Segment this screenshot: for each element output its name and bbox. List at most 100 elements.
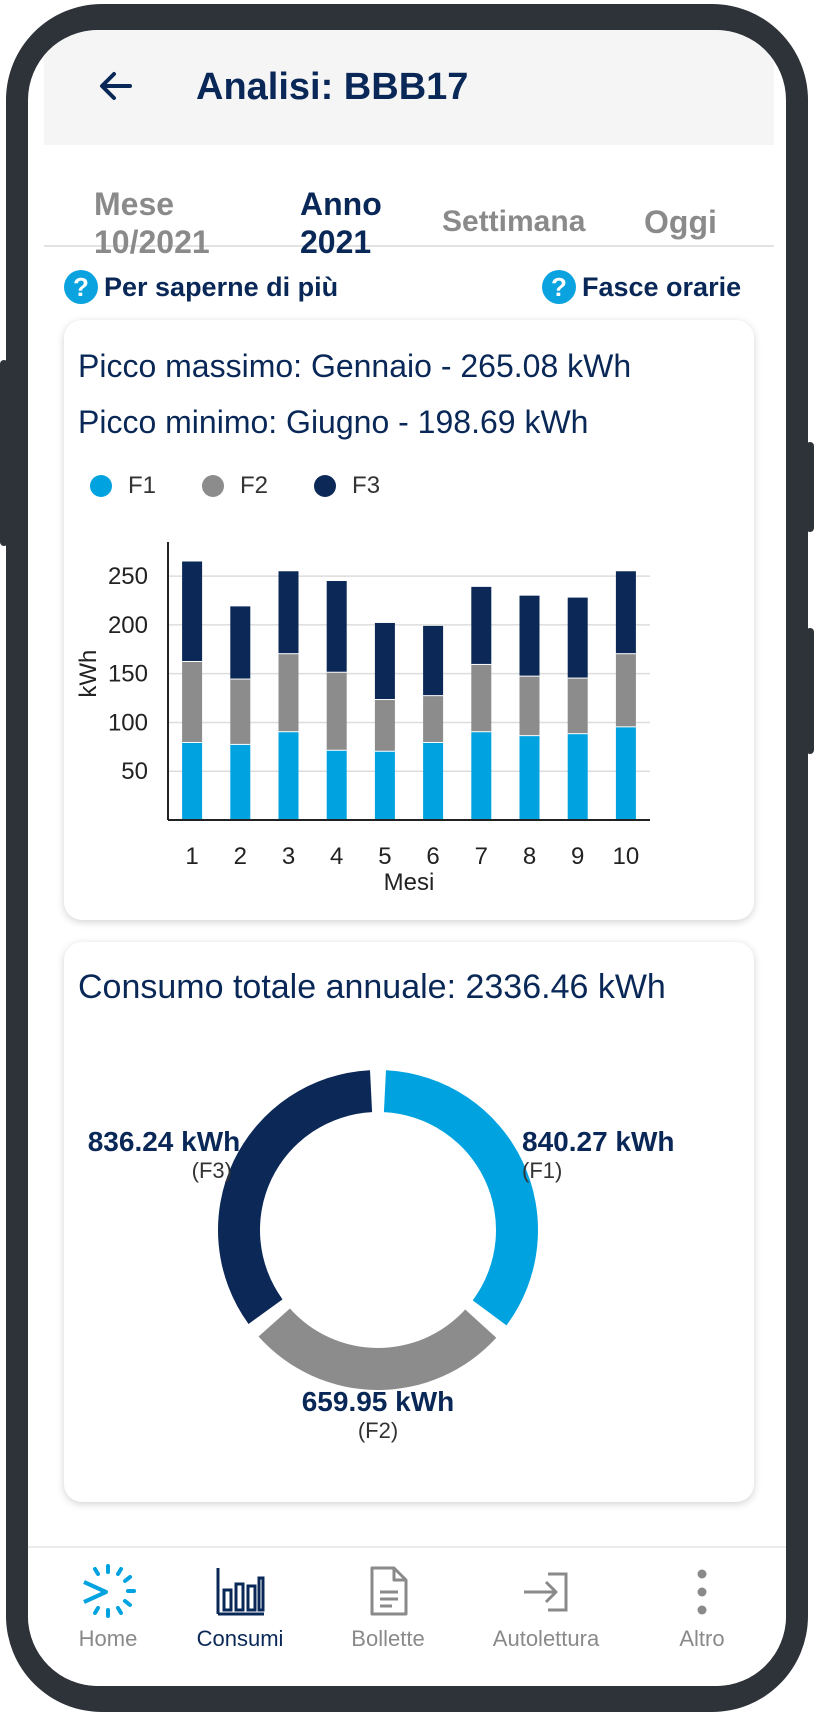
y-tick-label: 150	[108, 661, 148, 688]
x-tick-label: 2	[234, 843, 247, 870]
peak-min-text: Picco minimo: Giugno - 198.69 kWh	[78, 404, 589, 440]
period-tabs: Mese 10/2021 Anno 2021 Settimana Oggi	[44, 145, 774, 260]
slice-tag: (F3)	[191, 1158, 232, 1183]
bar-segment-f3	[423, 625, 444, 696]
y-tick-label: 250	[108, 563, 148, 590]
nav-autolettura[interactable]: Autolettura	[466, 1564, 626, 1652]
learn-more-label: Per saperne di più	[104, 271, 339, 302]
bar-chart-icon	[216, 1568, 265, 1616]
x-tick-label: 9	[571, 843, 584, 870]
annual-total-title: Consumo totale annuale: 2336.46 kWh	[78, 968, 666, 1006]
y-tick-label: 50	[121, 758, 148, 785]
x-tick-label: 4	[330, 843, 343, 870]
bar-segment-f1	[567, 733, 588, 820]
tab-sublabel: 2021	[300, 224, 372, 260]
annual-total-card: Consumo totale annuale: 2336.46 kWh 836.…	[64, 942, 754, 1502]
help-icon: ?	[542, 270, 576, 304]
x-tick-label: 8	[523, 843, 536, 870]
slice-label-f1: 840.27 kWh (F1)	[522, 1126, 702, 1184]
legend-item-f3: F3	[314, 472, 380, 500]
peak-max-text: Picco massimo: Gennaio - 265.08 kWh	[78, 348, 632, 384]
donut-slice-f3	[217, 1070, 373, 1325]
bar-segment-f1	[519, 735, 540, 820]
tab-label: Mese	[94, 186, 175, 222]
slice-value: 840.27 kWh	[522, 1126, 675, 1157]
nav-label: Bollette	[351, 1626, 425, 1651]
tab-sublabel: 10/2021	[94, 224, 210, 260]
nav-altro[interactable]: Altro	[632, 1564, 772, 1652]
bar-segment-f1	[230, 743, 251, 820]
page-title: Analisi: BBB17	[196, 66, 469, 108]
legend-item-f1: F1	[90, 472, 156, 500]
bottom-navigation: Home Consumi Bollette A	[28, 1546, 786, 1686]
legend-item-f2: F2	[202, 472, 268, 500]
bar-segment-f2	[230, 678, 251, 744]
bar-segment-f2	[471, 663, 492, 732]
slice-label-f3: 836.24 kWh (F3)	[74, 1126, 254, 1184]
nav-bollette[interactable]: Bollette	[318, 1564, 458, 1652]
bar-segment-f3	[374, 622, 395, 700]
tab-mese[interactable]: Mese 10/2021	[94, 185, 210, 261]
y-tick-label: 100	[108, 709, 148, 736]
bar-separator	[182, 660, 203, 663]
monthly-chart-card: Picco massimo: Gennaio - 265.08 kWh Picc…	[64, 320, 754, 920]
bar-segment-f2	[615, 653, 636, 727]
bar-segment-f2	[567, 677, 588, 734]
app-bar: Analisi: BBB17	[44, 30, 774, 145]
bar-segment-f2	[519, 675, 540, 736]
bar-segment-f2	[278, 653, 299, 732]
back-arrow-icon[interactable]	[96, 66, 136, 106]
bar-separator	[374, 698, 395, 701]
phone-side-button	[806, 442, 814, 532]
tab-label: Anno	[300, 186, 382, 222]
slice-value: 836.24 kWh	[87, 1126, 241, 1157]
tab-settimana[interactable]: Settimana	[442, 203, 585, 241]
bar-segment-f3	[615, 571, 636, 654]
bar-segment-f3	[326, 581, 347, 672]
chart-legend: F1 F2 F3	[90, 472, 426, 500]
y-tick-label: 200	[108, 612, 148, 639]
slice-tag: (F2)	[357, 1418, 399, 1443]
legend-label: F2	[240, 472, 269, 499]
bar-segment-f3	[230, 606, 251, 679]
x-tick-label: 5	[378, 843, 391, 870]
nav-label: Consumi	[196, 1626, 284, 1651]
bar-segment-f1	[374, 750, 395, 820]
legend-label: F1	[128, 472, 157, 499]
nav-label: Autolettura	[492, 1626, 600, 1651]
nav-label: Home	[78, 1626, 138, 1651]
phone-side-button	[806, 628, 814, 754]
screen: Analisi: BBB17 Mese 10/2021 Anno 2021 Se…	[28, 30, 786, 1686]
time-bands-link[interactable]: ? Fasce orarie	[542, 270, 741, 304]
nav-home[interactable]: Home	[38, 1564, 178, 1652]
time-bands-label: Fasce orarie	[582, 271, 742, 302]
tab-oggi[interactable]: Oggi	[644, 203, 717, 241]
y-axis-label: kWh	[75, 650, 102, 698]
legend-label: F3	[352, 472, 381, 499]
bar-segment-f2	[326, 671, 347, 750]
bar-segment-f1	[182, 741, 203, 820]
legend-dot-f3	[314, 475, 337, 497]
tab-label: Settimana	[442, 205, 586, 238]
legend-dot-f2	[202, 475, 225, 497]
document-icon	[370, 1566, 408, 1616]
tab-anno[interactable]: Anno 2021	[300, 185, 382, 261]
bar-segment-f1	[615, 726, 636, 820]
bar-segment-f1	[471, 731, 492, 820]
phone-side-button	[0, 360, 8, 546]
bar-segment-f3	[471, 586, 492, 664]
bar-segment-f1	[278, 731, 299, 820]
learn-more-link[interactable]: ? Per saperne di più	[64, 270, 338, 304]
donut-slice-f1	[383, 1070, 538, 1326]
slice-value: 659.95 kWh	[301, 1386, 455, 1417]
bar-segment-f3	[278, 571, 299, 654]
bar-segment-f1	[423, 741, 444, 820]
bar-segment-f3	[182, 561, 203, 662]
nav-label: Altro	[679, 1626, 725, 1651]
bar-segment-f3	[519, 595, 540, 676]
bar-segment-f3	[567, 597, 588, 678]
bar-segment-f2	[374, 699, 395, 751]
slice-label-f2: 659.95 kWh (F2)	[288, 1386, 468, 1444]
nav-consumi[interactable]: Consumi	[170, 1564, 310, 1652]
bar-segment-f2	[423, 695, 444, 742]
